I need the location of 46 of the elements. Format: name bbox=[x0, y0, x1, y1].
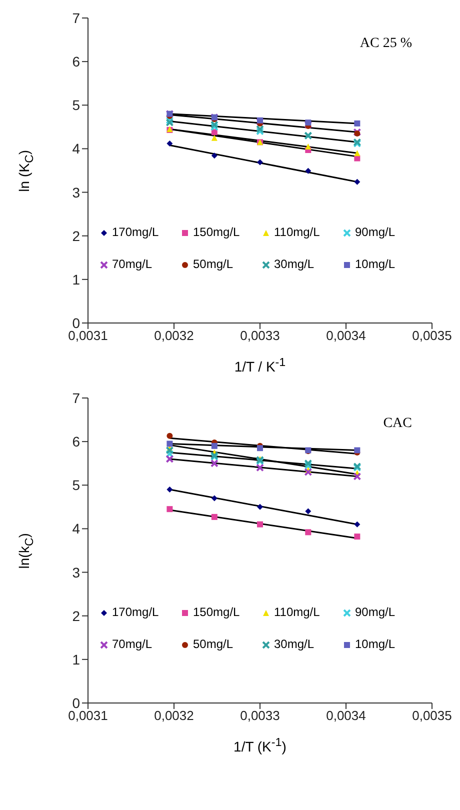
y-tick-label: 4 bbox=[72, 520, 80, 537]
y-tick-label: 0 bbox=[72, 314, 80, 331]
legend-label: 10mg/L bbox=[354, 257, 396, 271]
x-tick-label: 0,0035 bbox=[412, 708, 452, 724]
y-tick-label: 1 bbox=[72, 271, 80, 288]
legend-label: 30mg/L bbox=[273, 637, 316, 651]
legend-label: 90mg/L bbox=[354, 225, 396, 239]
x-tick-label: 0,0035 bbox=[412, 328, 452, 344]
x-tick-label: 0,0033 bbox=[240, 328, 280, 344]
x-tick-label: 0,0031 bbox=[68, 708, 108, 724]
text: CAC bbox=[383, 416, 412, 432]
x-tick-label: 0,0032 bbox=[154, 328, 194, 344]
text: AC 25 % bbox=[360, 36, 412, 52]
y-tick-label: 0 bbox=[72, 694, 80, 711]
legend-label: 30mg/L bbox=[273, 257, 316, 271]
x-tick-label: 0,0033 bbox=[240, 708, 280, 724]
legend-label: 150mg/L bbox=[192, 225, 241, 239]
legend-label: 170mg/L bbox=[111, 605, 160, 619]
legend-label: 110mg/L bbox=[273, 225, 321, 239]
legend-label: 50mg/L bbox=[192, 637, 234, 651]
y-tick-label: 2 bbox=[72, 228, 80, 244]
y-tick-label: 7 bbox=[72, 390, 80, 406]
x-tick-label: 0,0032 bbox=[154, 708, 194, 724]
legend-label: 10mg/L bbox=[354, 637, 396, 651]
y-tick-label: 6 bbox=[72, 54, 80, 70]
legend-label: 90mg/L bbox=[354, 605, 396, 619]
y-tick-label: 4 bbox=[72, 140, 80, 157]
y-tick-label: 5 bbox=[72, 477, 80, 494]
x-tick-label: 0,0034 bbox=[326, 328, 366, 344]
y-tick-label: 3 bbox=[72, 564, 80, 580]
y-tick-label: 7 bbox=[72, 10, 80, 26]
x-axis-title: 1/T (K$^{-1}$) bbox=[232, 736, 288, 755]
x-tick-label: 0,0031 bbox=[68, 328, 108, 344]
legend-label: 70mg/L bbox=[111, 257, 154, 271]
legend-label: 170mg/L bbox=[111, 225, 160, 239]
x-axis-title: 1/T / K$^{-1}$ bbox=[233, 356, 287, 375]
legend-label: 50mg/L bbox=[192, 257, 234, 271]
y-tick-label: 1 bbox=[72, 651, 80, 668]
y-tick-label: 6 bbox=[72, 434, 80, 450]
legend-label: 150mg/L bbox=[192, 605, 241, 619]
legend-label: 110mg/L bbox=[273, 605, 321, 619]
x-tick-label: 0,0034 bbox=[326, 708, 366, 724]
y-tick-label: 5 bbox=[72, 97, 80, 114]
legend-label: 70mg/L bbox=[111, 637, 154, 651]
y-tick-label: 2 bbox=[72, 608, 80, 624]
y-tick-label: 3 bbox=[72, 184, 80, 200]
